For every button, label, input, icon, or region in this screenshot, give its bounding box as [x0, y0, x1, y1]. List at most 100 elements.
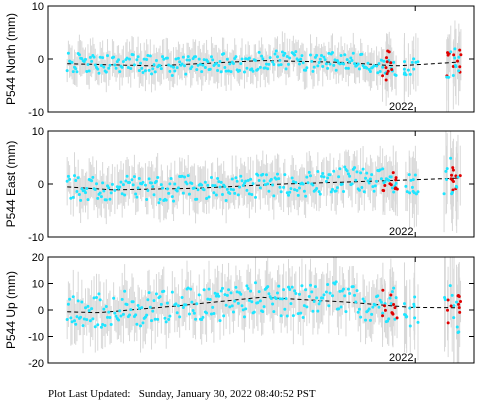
data-point: [119, 314, 123, 318]
data-point: [153, 317, 157, 321]
data-point: [368, 177, 372, 181]
data-point: [86, 63, 90, 67]
data-point: [240, 304, 244, 308]
data-point: [107, 310, 111, 314]
data-point: [206, 60, 210, 64]
footer-label: Plot Last Updated:: [48, 388, 131, 400]
data-point: [220, 193, 224, 197]
data-point: [150, 319, 154, 323]
data-point: [233, 191, 237, 195]
data-point: [77, 193, 81, 197]
data-point: [354, 300, 358, 304]
data-point: [86, 304, 90, 308]
data-point: [92, 55, 96, 59]
data-point: [457, 69, 461, 73]
data-point: [84, 306, 88, 310]
data-point: [79, 198, 83, 202]
data-point: [262, 305, 266, 309]
data-point: [452, 304, 456, 308]
data-point: [118, 185, 122, 189]
data-point: [278, 185, 282, 189]
data-point: [181, 191, 185, 195]
data-point: [213, 291, 217, 295]
data-point: [165, 56, 169, 60]
data-point: [234, 176, 238, 180]
data-point: [413, 173, 417, 177]
data-point: [239, 62, 243, 66]
data-point: [404, 184, 408, 188]
data-point: [266, 182, 270, 186]
data-point: [203, 180, 207, 184]
data-point: [264, 62, 268, 66]
data-point: [353, 166, 357, 170]
data-point: [362, 190, 366, 194]
data-point: [164, 198, 168, 202]
data-point: [96, 323, 100, 327]
data-point: [272, 194, 276, 198]
data-point: [316, 169, 320, 173]
data-point: [408, 191, 412, 195]
data-point: [170, 290, 174, 294]
data-point: [382, 59, 386, 63]
data-point: [392, 286, 396, 290]
data-point: [278, 58, 282, 62]
data-point: [371, 305, 375, 309]
data-point: [245, 188, 249, 192]
data-point: [361, 297, 365, 301]
data-point: [180, 174, 184, 178]
data-point: [296, 312, 300, 316]
data-point: [350, 58, 354, 62]
data-point: [370, 173, 374, 177]
data-point: [189, 287, 193, 291]
data-point: [364, 176, 368, 180]
data-point: [408, 306, 412, 310]
data-point: [201, 63, 205, 67]
data-point: [74, 178, 78, 182]
data-point: [113, 63, 117, 67]
data-point: [196, 188, 200, 192]
data-point: [294, 291, 298, 295]
data-point: [258, 65, 262, 69]
data-point: [176, 56, 180, 60]
data-point: [444, 169, 448, 173]
data-point: [194, 317, 198, 321]
data-point: [131, 183, 135, 187]
data-point: [275, 291, 279, 295]
data-point: [288, 287, 292, 291]
data-point: [75, 70, 79, 74]
data-point: [150, 181, 154, 185]
data-point: [387, 178, 391, 182]
data-point: [154, 179, 158, 183]
data-point: [271, 302, 275, 306]
data-point: [209, 312, 213, 316]
data-point: [181, 55, 185, 59]
data-point: [296, 58, 300, 62]
data-point: [148, 305, 152, 309]
data-point: [170, 195, 174, 199]
data-point: [82, 317, 86, 321]
data-point: [66, 51, 70, 55]
data-point: [309, 283, 313, 287]
data-point: [146, 298, 150, 302]
data-point: [120, 297, 124, 301]
data-point: [169, 64, 173, 68]
data-point: [321, 171, 325, 175]
recent-data-point: [446, 53, 450, 57]
data-point: [136, 186, 140, 190]
data-point: [186, 55, 190, 59]
data-point: [147, 177, 151, 181]
data-point: [293, 289, 297, 293]
data-point: [311, 183, 315, 187]
data-point: [297, 186, 301, 190]
data-point: [163, 316, 167, 320]
data-point: [366, 179, 370, 183]
recent-data-point: [457, 306, 461, 310]
data-point: [277, 284, 281, 288]
data-point: [355, 170, 359, 174]
data-point: [312, 65, 316, 69]
data-point: [445, 177, 449, 181]
data-point: [131, 300, 135, 304]
y-axis-title: P544 East (mm): [4, 141, 18, 228]
y-tick-label: -10: [28, 232, 44, 244]
data-point: [260, 54, 264, 58]
